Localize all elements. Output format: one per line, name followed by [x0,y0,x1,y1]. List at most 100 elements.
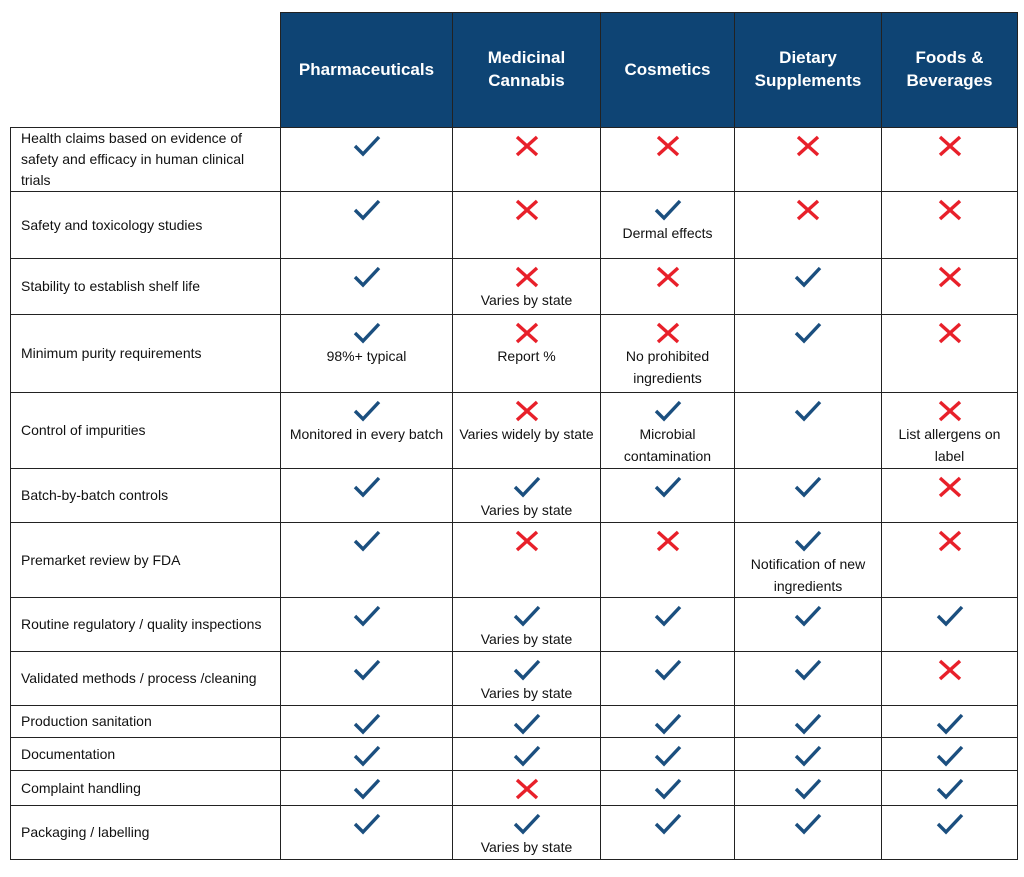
check-icon [353,714,380,735]
header-row: Pharmaceuticals Medicinal Cannabis Cosme… [10,12,1018,128]
column-header-medicinal-cannabis: Medicinal Cannabis [452,12,601,128]
table-cell: Report % [452,314,601,393]
table-body: Health claims based on evidence of safet… [10,127,1018,861]
check-icon [654,660,681,681]
table-row: Health claims based on evidence of safet… [10,127,1018,192]
table-cell [600,258,735,315]
table-cell [734,191,882,259]
cell-note: Monitored in every batch [289,426,444,442]
check-icon [654,606,681,627]
row-label: Stability to establish shelf life [10,258,281,315]
table-cell [600,805,735,861]
table-cell [280,258,453,315]
row-label: Routine regulatory / quality inspections [10,597,281,653]
table-cell [734,258,882,315]
table-cell [734,392,882,469]
table-row: Documentation [10,737,1018,772]
cross-icon [938,476,961,498]
cell-note: Dermal effects [622,225,713,241]
table-cell [600,597,735,653]
check-icon [794,476,822,498]
check-icon [654,814,681,835]
check-icon [353,814,380,835]
check-icon [353,476,380,498]
cross-icon [796,199,820,221]
table-cell: Varies by state [452,805,601,861]
check-icon [794,266,822,288]
check-icon [654,400,681,422]
cross-icon [938,135,961,157]
table-cell [280,127,453,192]
table-cell [280,651,453,707]
check-icon [353,135,380,157]
check-icon [794,606,822,627]
cell-note: Varies by state [480,685,573,702]
table-row: Production sanitation [10,705,1018,739]
table-cell: Varies widely by state [452,392,601,469]
table-cell [734,127,882,192]
check-icon [794,322,822,344]
table-cell [734,737,882,772]
table-cell [452,770,601,807]
check-icon [794,660,822,681]
table-cell [280,468,453,523]
check-icon [513,814,540,835]
row-label: Batch-by-batch controls [10,468,281,523]
table-cell: Varies by state [452,597,601,653]
table-cell: Microbial contamination [600,392,735,469]
cross-icon [656,135,679,157]
table-cell: Dermal effects [600,191,735,259]
table-cell [600,468,735,523]
table-row: Batch-by-batch controls Varies by state [10,468,1018,523]
table-cell [280,705,453,739]
cross-icon [656,266,679,288]
table-cell [734,651,882,707]
check-icon [936,606,963,627]
table-cell [881,127,1018,192]
row-label: Safety and toxicology studies [10,191,281,259]
cell-note: No prohibited ingredients [625,348,710,386]
column-header-cosmetics: Cosmetics [600,12,735,128]
check-icon [353,199,380,221]
check-icon [513,606,540,627]
check-icon [353,660,380,681]
row-label: Documentation [10,737,281,772]
column-header-pharmaceuticals: Pharmaceuticals [280,12,453,128]
check-icon [654,714,681,735]
table-cell [452,521,601,599]
check-icon [794,779,822,800]
table-cell [600,521,735,599]
cell-note: Microbial contamination [623,426,712,464]
check-icon [353,530,380,552]
cell-note: Varies by state [480,631,573,648]
table-cell: Varies by state [452,651,601,707]
column-header-foods-beverages: Foods & Beverages [881,12,1018,128]
row-label: Premarket review by FDA [10,521,281,599]
cross-icon [515,199,538,221]
check-icon [513,660,540,681]
cross-icon [938,322,961,344]
table-row: Packaging / labelling Varies by state [10,805,1018,861]
check-icon [936,714,963,735]
table-cell: List allergens on label [881,392,1018,469]
table-cell [280,191,453,259]
check-icon [936,746,963,767]
check-icon [794,746,822,767]
cross-icon [938,199,961,221]
cross-icon [796,135,820,157]
table-cell [881,770,1018,807]
row-label: Production sanitation [10,705,281,739]
table-cell [452,737,601,772]
check-icon [353,322,380,344]
row-label: Complaint handling [10,770,281,807]
table-row: Validated methods / process /cleaning Var… [10,651,1018,707]
table-cell [881,805,1018,861]
cell-note: Report % [497,348,556,364]
table-cell [881,651,1018,707]
table-row: Stability to establish shelf life Varies … [10,258,1018,315]
cross-icon [656,530,679,552]
cross-icon [515,266,538,288]
cell-note: Varies widely by state [459,426,594,442]
cross-icon [515,400,538,422]
table-cell [452,127,601,192]
